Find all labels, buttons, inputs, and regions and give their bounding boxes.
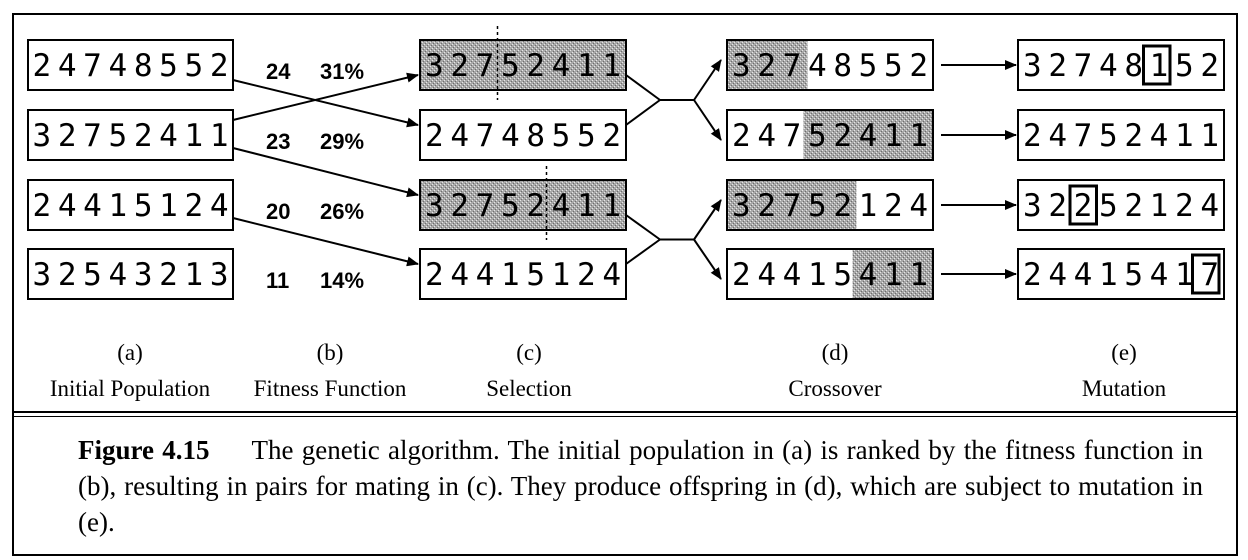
stage-name: Initial Population [50,376,211,401]
chromosome-string: 32543213 [33,257,229,293]
mutation-marker [1068,184,1098,226]
chromosome-string: 24415124 [33,188,229,224]
fitness-score: 20 [266,199,290,224]
offspring-4: 24415411 [726,248,934,300]
fitness-score: 23 [266,129,290,154]
stage-letter: (b) [317,340,344,365]
selection-arrow [232,147,419,198]
divider-upper [12,411,1238,413]
left-border [12,13,14,556]
pair-line [625,214,661,241]
population-4: 32543213 [27,248,234,300]
chromosome-string: 32752411 [33,118,229,154]
mutated-1: 32748152 [1017,39,1225,91]
selected-4: 24415124 [419,248,627,300]
selected-1: 32752411 [419,26,627,100]
caption-label: Figure 4.15 [78,435,210,465]
divider-lower [12,416,1238,417]
shaded-region [420,40,626,90]
selection-arrow [232,79,419,128]
top-border [12,13,1238,15]
shaded-region [852,249,933,299]
chromosome-box [1017,248,1225,300]
stage-letter: (a) [117,340,143,365]
stage-name: Mutation [1082,376,1167,401]
stage-letter: (e) [1111,340,1137,365]
population-2: 32752411 [27,109,234,161]
stage-name: Crossover [788,376,882,401]
offspring-arrow [693,59,722,101]
pair-line [625,238,661,265]
selected-2: 24748552 [419,109,627,161]
offspring-2: 24752411 [726,109,934,161]
mutated-2: 24752411 [1017,109,1225,161]
offspring-arrow [693,99,722,141]
shaded-region [727,180,857,230]
chromosome-box [419,179,627,231]
chromosome-box [726,39,934,91]
chromosome-box [27,109,234,161]
chromosome-box [419,109,627,161]
stage-letter: (d) [822,340,849,365]
chromosome-string: 32252124 [1023,188,1219,224]
pair-line [625,74,661,101]
population-1: 24748552 [27,39,234,91]
pair-line [625,99,661,126]
fitness-percent: 26% [320,199,364,224]
chromosome-box [27,248,234,300]
fitness-percent: 29% [320,129,364,154]
fitness-percent: 31% [320,59,364,84]
right-border [1236,13,1238,556]
mutation-marker [1142,44,1172,86]
stage-name: Selection [486,376,572,401]
box-layer: 24748552 32752411 24415124 32543213 32752411… [27,26,1225,300]
chromosome-box [726,179,934,231]
chromosome-string: 32748152 [1023,48,1219,84]
caption-text: The genetic algorithm. The initial popul… [78,435,1203,537]
population-3: 24415124 [27,179,234,231]
selected-3: 32752411 [419,166,627,240]
chromosome-string: 24415411 [732,257,928,293]
chromosome-string: 24415417 [1023,257,1219,293]
selection-arrow [232,72,419,121]
chromosome-box [1017,109,1225,161]
offspring-3: 32752124 [726,179,934,231]
chromosome-box [726,109,934,161]
chromosome-box [1017,39,1225,91]
chromosome-box [419,39,627,91]
chromosome-string: 24415124 [425,257,621,293]
chromosome-box [726,248,934,300]
chromosome-string: 24748552 [33,48,229,84]
figure-caption: Figure 4.15 The genetic algorithm. The in… [78,432,1203,540]
chromosome-string: 24752411 [1023,118,1219,154]
chromosome-box [27,179,234,231]
fitness-percent: 14% [320,268,364,293]
chromosome-box [1017,179,1225,231]
mutation-marker [1191,253,1221,295]
shaded-region [727,40,808,90]
offspring-arrow [693,238,722,280]
mutated-3: 32252124 [1017,179,1225,231]
selection-arrow [232,217,419,267]
offspring-arrow [693,199,722,241]
mutated-4: 24415417 [1017,248,1225,300]
connector-layer [232,59,1017,280]
offspring-1: 32748552 [726,39,934,91]
chromosome-string: 24748552 [425,118,621,154]
chromosome-string: 32748552 [732,48,928,84]
stage-name: Fitness Function [254,376,407,401]
fitness-score: 24 [266,59,291,84]
chromosome-box [419,248,627,300]
shaded-region [803,110,933,160]
label-layer: 24 31% 23 29% 20 26% 11 14% (a) Initial Populatio… [50,59,1167,401]
shaded-region [420,180,626,230]
fitness-score: 11 [266,268,289,293]
chromosome-box [27,39,234,91]
stage-letter: (c) [516,340,542,365]
bottom-border [12,554,1238,556]
